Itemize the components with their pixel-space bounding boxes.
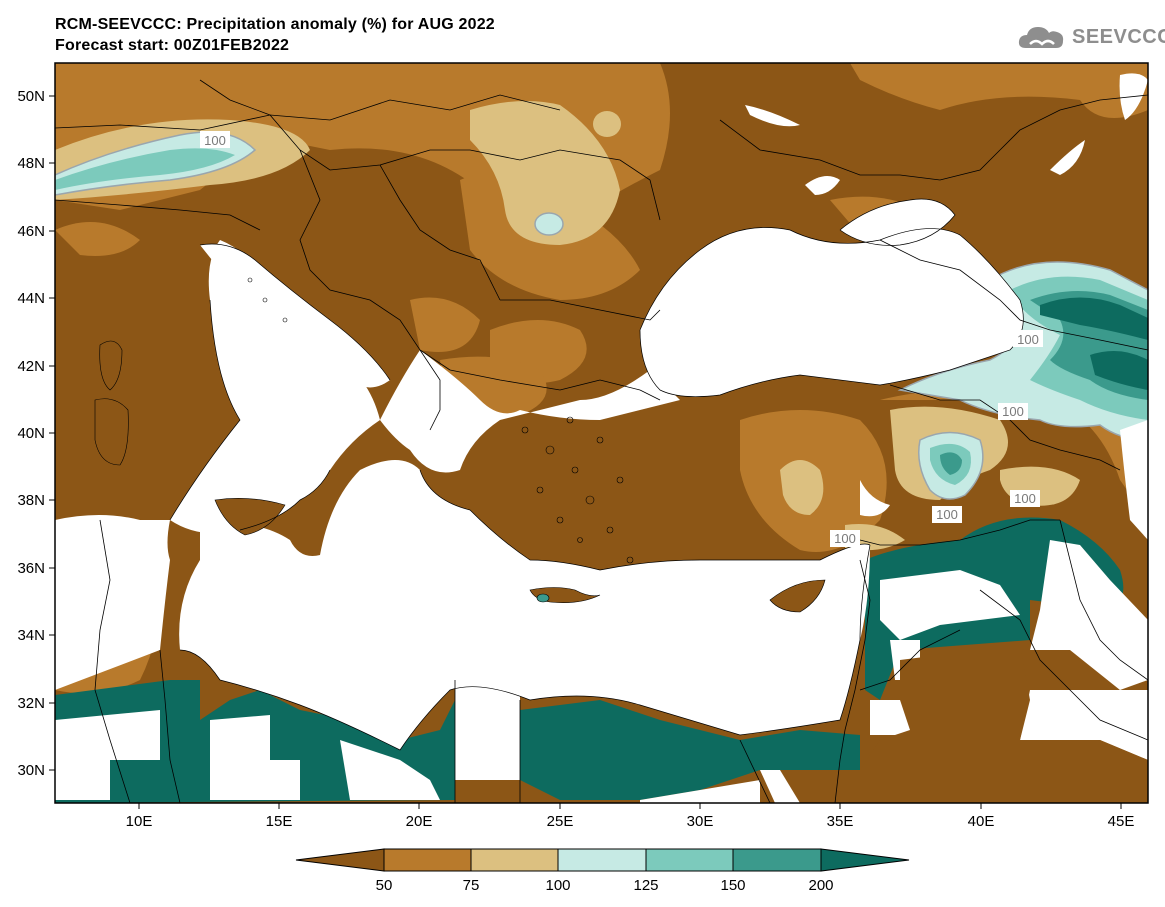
lon-tick-label: 10E xyxy=(126,813,153,830)
title-line-1: RCM-SEEVCCC: Precipitation anomaly (%) f… xyxy=(55,16,495,33)
contour-label-100: 100 xyxy=(1002,404,1024,419)
lat-tick-label: 48N xyxy=(17,155,45,172)
arabia-below-50 xyxy=(770,645,1148,803)
colorbar-label: 75 xyxy=(463,877,480,894)
cyprus xyxy=(769,579,826,613)
contour-labels: 100 100 100 100 100 100 xyxy=(200,131,1043,547)
lon-tick-label: 15E xyxy=(266,813,293,830)
latitude-labels: 50N 48N 46N 44N 42N 40N 38N 36N 34N 32N … xyxy=(17,88,45,779)
contour-label-100: 100 xyxy=(204,133,226,148)
no-data-areas xyxy=(55,540,1148,803)
lat-tick-label: 38N xyxy=(17,492,45,509)
colorbar xyxy=(295,848,910,872)
contour-label-100: 100 xyxy=(1014,491,1036,506)
longitude-labels: 10E 15E 20E 25E 30E 35E 40E 45E xyxy=(126,813,1135,830)
country-borders xyxy=(55,79,1148,803)
lat-tick-label: 32N xyxy=(17,695,45,712)
lon-tick-label: 30E xyxy=(687,813,714,830)
cloud-icon xyxy=(1018,27,1064,48)
colorbar-label: 100 xyxy=(545,877,570,894)
lat-tick-label: 50N xyxy=(17,88,45,105)
lat-tick-label: 44N xyxy=(17,290,45,307)
colorbar-segment xyxy=(820,848,910,872)
colorbar-segment xyxy=(295,848,385,872)
lat-tick-label: 42N xyxy=(17,358,45,375)
title-line-2: Forecast start: 00Z01FEB2022 xyxy=(55,37,290,54)
contour-label-100: 100 xyxy=(1017,332,1039,347)
seevccc-logo: SEEVCCC xyxy=(1016,22,1165,52)
colorbar-label: 200 xyxy=(808,877,833,894)
lon-tick-label: 45E xyxy=(1108,813,1135,830)
map-plot-area: 100 100 100 100 100 100 xyxy=(55,63,1148,803)
lon-tick-label: 25E xyxy=(547,813,574,830)
colorbar-labels: 50 75 100 125 150 200 xyxy=(376,877,834,894)
colorbar-segment xyxy=(557,848,647,872)
contour-label-100: 100 xyxy=(834,531,856,546)
lat-tick-label: 40N xyxy=(17,425,45,442)
lat-tick-label: 46N xyxy=(17,223,45,240)
lat-tick-label: 34N xyxy=(17,627,45,644)
colorbar-label: 125 xyxy=(633,877,658,894)
sicily xyxy=(214,498,286,536)
lat-tick-label: 30N xyxy=(17,762,45,779)
colorbar-label: 50 xyxy=(376,877,393,894)
sardinia xyxy=(94,398,129,466)
lon-tick-label: 40E xyxy=(968,813,995,830)
colorbar-segment xyxy=(383,848,472,872)
colorbar-label: 150 xyxy=(720,877,745,894)
lat-tick-label: 36N xyxy=(17,560,45,577)
islands xyxy=(94,340,826,613)
aegean-islands xyxy=(247,277,634,564)
contour-label-100: 100 xyxy=(936,507,958,522)
colorbar-segment xyxy=(645,848,734,872)
sea-areas xyxy=(55,73,1148,803)
lon-tick-label: 20E xyxy=(406,813,433,830)
colorbar-segment xyxy=(732,848,822,872)
corsica xyxy=(99,340,123,391)
longitude-axis xyxy=(138,803,1122,809)
latitude-axis xyxy=(49,95,55,771)
colorbar-segment xyxy=(470,848,559,872)
lon-tick-label: 35E xyxy=(827,813,854,830)
map-title: RCM-SEEVCCC: Precipitation anomaly (%) f… xyxy=(55,14,495,56)
logo-text: SEEVCCC xyxy=(1072,25,1165,48)
